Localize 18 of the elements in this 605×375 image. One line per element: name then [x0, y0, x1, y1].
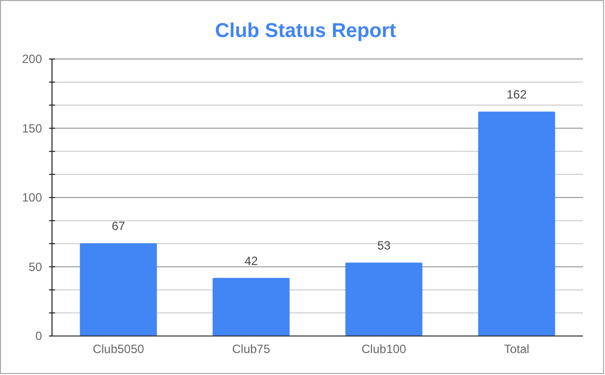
chart-title: Club Status Report: [214, 20, 396, 42]
x-tick-label: Club5050: [92, 342, 144, 356]
data-label: 42: [244, 254, 258, 268]
bar: [478, 112, 556, 336]
y-tick-label: 200: [22, 52, 42, 66]
bar: [80, 243, 157, 336]
x-tick-label: Club100: [362, 342, 407, 356]
y-tick-label: 0: [35, 329, 42, 343]
data-label: 53: [377, 238, 391, 253]
y-tick-label: 150: [22, 121, 42, 136]
y-tick-label: 100: [22, 190, 42, 204]
bar: [345, 262, 422, 336]
bar: [212, 278, 290, 336]
data-label: 67: [112, 219, 126, 234]
x-tick-label: Total: [504, 342, 530, 356]
data-label: 162: [506, 88, 527, 102]
x-tick-label: Club75: [232, 342, 270, 356]
y-tick-label: 50: [28, 260, 42, 274]
